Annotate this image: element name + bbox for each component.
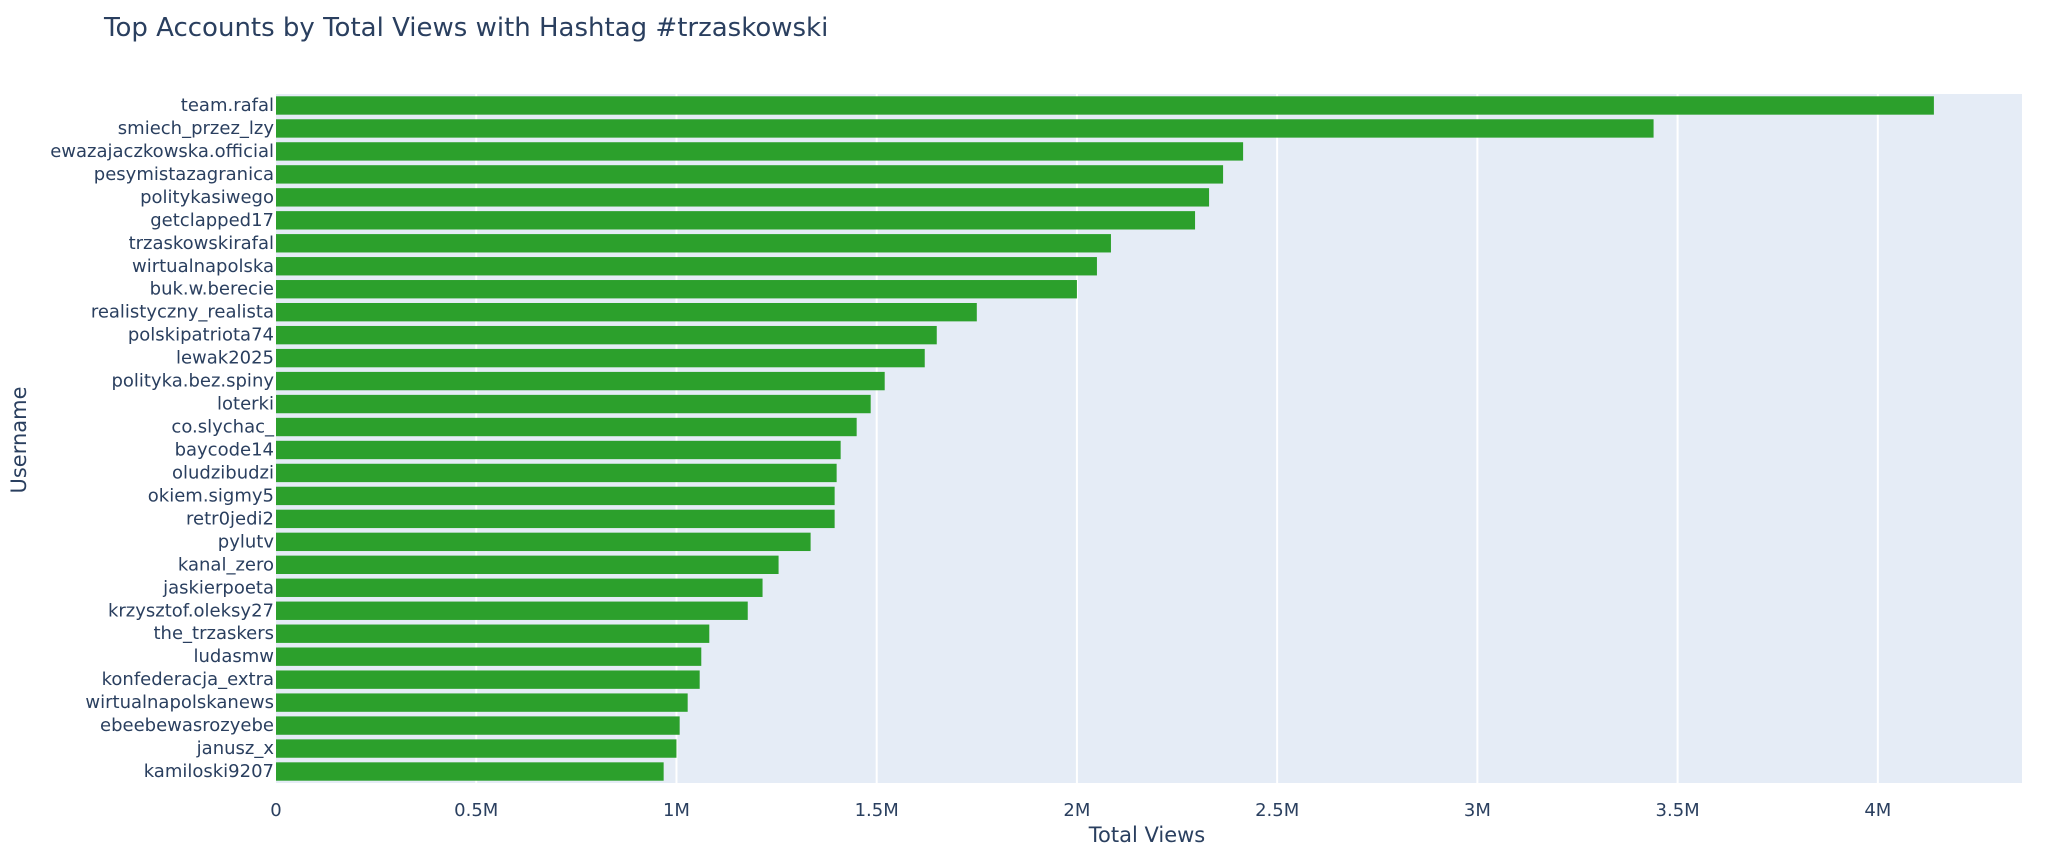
bar <box>276 693 688 712</box>
plot-background <box>276 94 2022 783</box>
bar <box>276 371 885 391</box>
y-tick-label: co.slychac_ <box>171 417 275 438</box>
bars <box>276 96 1934 781</box>
bar <box>276 463 837 483</box>
y-tick-label: buk.w.berecie <box>150 279 274 300</box>
bar <box>276 325 937 345</box>
x-tick-label: 3.5M <box>1656 800 1700 821</box>
y-tick-label: ewazajaczkowska.official <box>50 141 274 162</box>
chart-title: Top Accounts by Total Views with Hashtag… <box>103 13 828 43</box>
y-tick-label: konfederacja_extra <box>102 669 274 690</box>
bar <box>276 624 710 643</box>
y-tick-label: krzysztof.oleksy27 <box>108 600 274 621</box>
y-tick-label: loterki <box>217 394 274 415</box>
y-tick-label: baycode14 <box>175 439 274 460</box>
y-tick-label: smiech_przez_lzy <box>118 118 275 139</box>
x-tick-label: 1.5M <box>855 800 899 821</box>
x-tick-labels: 0 0.5M 1M 1.5M 2M 2.5M 3M 3.5M 4M <box>270 800 1891 821</box>
y-tick-label: trzaskowskirafal <box>129 233 274 254</box>
bar <box>276 417 857 437</box>
y-tick-label: ebeebewasrozyebe <box>100 715 274 736</box>
bar <box>276 716 680 735</box>
bar <box>276 302 977 322</box>
y-tick-label: kamiloski9207 <box>144 761 274 782</box>
bar <box>276 348 925 368</box>
gridlines <box>475 94 1879 783</box>
x-tick-label: 3M <box>1464 800 1491 821</box>
bar <box>276 509 835 529</box>
bar <box>276 762 664 781</box>
bar <box>276 578 763 597</box>
bar <box>276 555 779 575</box>
y-tick-labels: team.rafalsmiech_przez_lzyewazajaczkowsk… <box>50 95 275 782</box>
y-tick-label: polskipatriota74 <box>128 325 274 346</box>
y-tick-label: janusz_x <box>196 738 275 759</box>
bar <box>276 486 835 506</box>
y-tick-label: wirtualnapolskanews <box>85 692 274 713</box>
y-tick-label: retr0jedi2 <box>186 508 274 529</box>
y-tick-label: polityka.bez.spiny <box>111 371 274 392</box>
bar <box>276 440 841 460</box>
bar <box>276 394 871 414</box>
y-tick-label: team.rafal <box>181 95 274 116</box>
bar <box>276 532 811 552</box>
bar <box>276 234 1111 253</box>
y-tick-label: realistyczny_realista <box>91 302 274 323</box>
bar <box>276 647 702 666</box>
x-tick-label: 2M <box>1063 800 1090 821</box>
bar <box>276 142 1244 161</box>
bar <box>276 280 1077 299</box>
bar <box>276 165 1224 184</box>
y-tick-label: kanal_zero <box>178 554 274 575</box>
bar <box>276 739 677 758</box>
y-tick-label: politykasiwego <box>140 187 274 208</box>
y-tick-label: getclapped17 <box>150 210 274 231</box>
bar <box>276 601 748 620</box>
y-axis-title: Username <box>7 386 31 493</box>
y-tick-label: wirtualnapolska <box>132 256 274 277</box>
y-tick-label: okiem.sigmy5 <box>148 485 274 506</box>
y-tick-label: pylutv <box>218 531 275 552</box>
bar <box>276 96 1934 115</box>
bar <box>276 188 1210 207</box>
x-tick-label: 0 <box>270 800 281 821</box>
x-tick-label: 1M <box>663 800 690 821</box>
bar <box>276 257 1097 276</box>
y-tick-label: ludasmw <box>194 646 275 667</box>
bar <box>276 211 1196 230</box>
y-tick-label: oludzibudzi <box>172 462 274 483</box>
bar <box>276 119 1654 138</box>
x-tick-label: 0.5M <box>454 800 498 821</box>
y-tick-label: jaskierpoeta <box>162 577 274 598</box>
bar <box>276 670 700 689</box>
x-tick-label: 2.5M <box>1255 800 1299 821</box>
y-tick-label: the_trzaskers <box>154 623 275 644</box>
x-axis-title: Total Views <box>1088 823 1206 847</box>
x-tick-label: 4M <box>1864 800 1891 821</box>
y-tick-label: lewak2025 <box>176 348 274 369</box>
y-tick-label: pesymistazagranica <box>94 164 274 185</box>
